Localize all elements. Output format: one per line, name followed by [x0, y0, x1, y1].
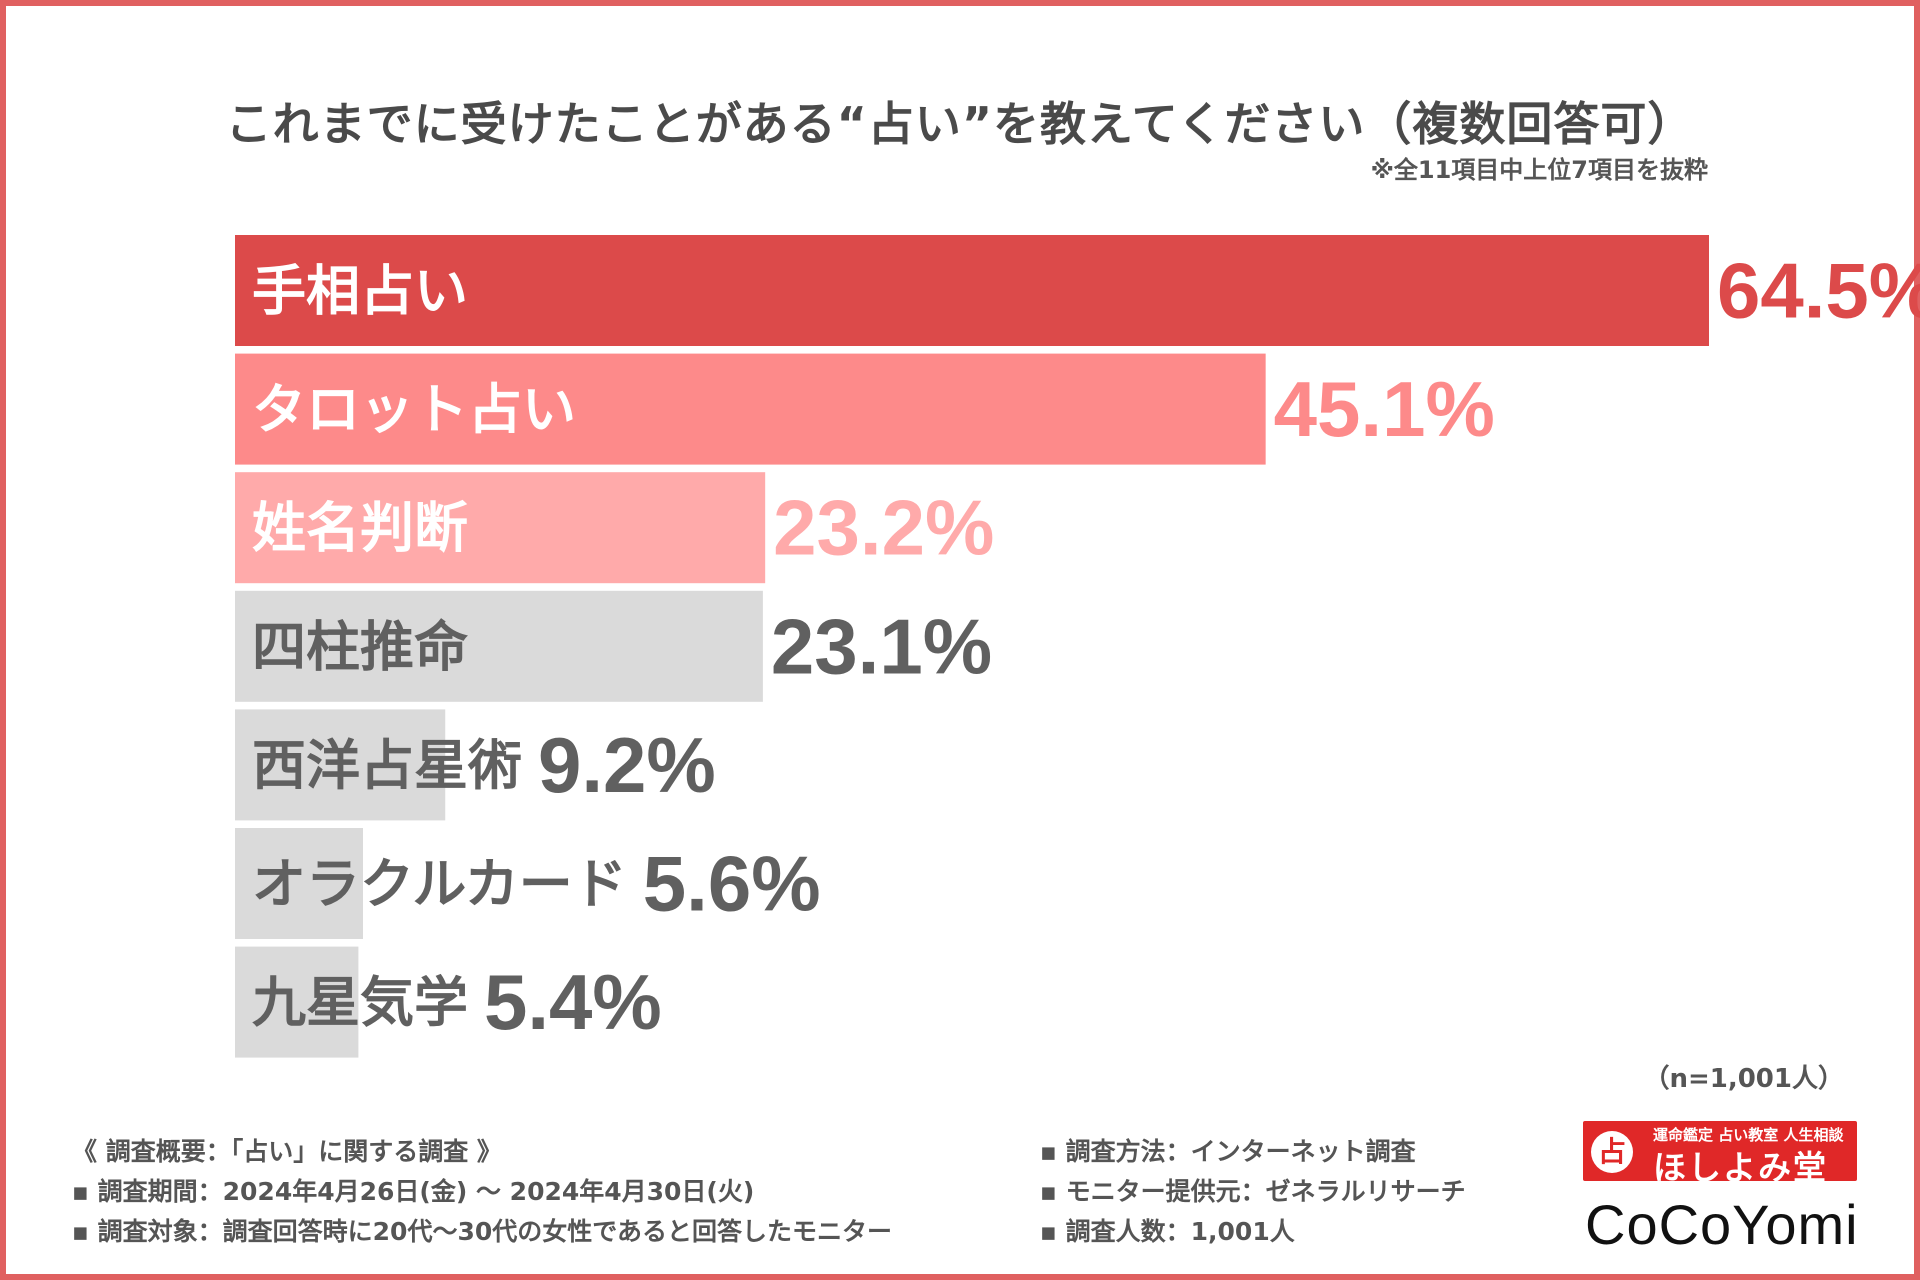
value-label-5: 9.2% — [538, 721, 716, 809]
category-label-7: 九星気学 — [252, 971, 468, 1034]
chart-note: ※全11項目中上位7項目を抜粋 — [1370, 156, 1708, 184]
bar-6 — [235, 828, 363, 939]
category-label-1: 手相占い — [252, 260, 468, 323]
bar-7 — [235, 946, 359, 1058]
survey-target: ▪ 調査対象：調査回答時に20代〜30代の女性であると回答したモニター — [72, 1217, 892, 1246]
value-label-4: 23.1% — [771, 602, 992, 690]
value-label-3: 23.2% — [773, 484, 994, 572]
category-label-2: タロット占い — [252, 378, 576, 441]
bar-4 — [235, 590, 763, 702]
cocoyomi-logo: CoCoYomi — [1585, 1193, 1859, 1256]
fortune-mark-icon: 占 — [1591, 1131, 1633, 1173]
chart-title: これまでに受けたことがある“占い”を教えてください（複数回答可） — [225, 97, 1695, 151]
bar-2 — [235, 353, 1266, 465]
category-label-4: 四柱推命 — [252, 615, 468, 678]
hoshiyomido-logo: 占 運命鑑定 占い教室 人生相談 ほしよみ堂 — [1583, 1121, 1857, 1187]
value-label-6: 5.6% — [643, 840, 821, 928]
bar-3 — [235, 472, 766, 584]
bar-5 — [235, 709, 446, 821]
bar-1 — [235, 235, 1709, 346]
value-label-7: 5.4% — [484, 958, 662, 1046]
logo-subtitle: 運命鑑定 占い教室 人生相談 — [1653, 1126, 1844, 1144]
survey-count: ▪ 調査人数：1,001人 — [1040, 1217, 1295, 1246]
value-label-2: 45.1% — [1274, 365, 1495, 453]
sample-size-label: （n=1,001人） — [1643, 1064, 1844, 1094]
category-label-6: オラクルカード — [252, 853, 627, 916]
logo-main-text: ほしよみ堂 — [1653, 1148, 1828, 1187]
survey-overview: 《 調査概要：「占い」に関する調査 》 ▪ 調査期間：2024年4月26日(金)… — [72, 1132, 892, 1252]
survey-details: ▪ 調査方法：インターネット調査 ▪ モニター提供元：ゼネラルリサーチ ▪ 調査… — [1040, 1132, 1466, 1252]
survey-title: 《 調査概要：「占い」に関する調査 》 — [72, 1137, 502, 1166]
category-label-5: 西洋占星術 — [252, 734, 522, 797]
survey-provider: ▪ モニター提供元：ゼネラルリサーチ — [1040, 1177, 1466, 1206]
bar-chart: 手相占い 64.5% タロット占い 45.1% 姓名判断 23.2% 四柱推命 23.1% 西洋… — [235, 235, 1920, 1058]
value-label-1: 64.5% — [1717, 247, 1920, 335]
category-label-3: 姓名判断 — [252, 497, 468, 560]
survey-method: ▪ 調査方法：インターネット調査 — [1040, 1137, 1416, 1166]
survey-period: ▪ 調査期間：2024年4月26日(金) ～ 2024年4月30日(火) — [72, 1177, 755, 1206]
